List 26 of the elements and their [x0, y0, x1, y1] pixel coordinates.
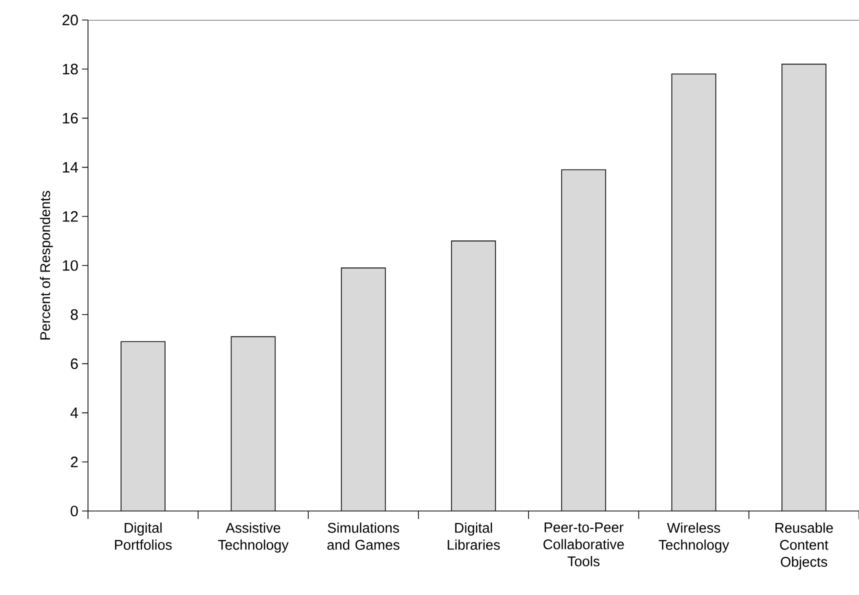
bar: [121, 342, 166, 511]
x-tick-label: Peer-to-Peer Collaborative Tools: [543, 522, 624, 566]
x-tick-label: Assistive Technology: [218, 522, 289, 553]
y-tick-label: 16: [62, 112, 78, 124]
x-tick-label: Digital Portfolios: [115, 522, 172, 550]
bar: [452, 240, 496, 511]
y-tick-label: 14: [62, 162, 78, 172]
y-axis-title: Percent of Respondents: [40, 190, 53, 340]
y-tick-label: 0: [70, 506, 78, 516]
bar: [231, 336, 276, 511]
y-tick-label: 10: [62, 260, 78, 271]
y-tick-label: 4: [70, 408, 78, 418]
x-tick-label: Simulations and Games: [327, 522, 400, 550]
y-tick-label: 20: [62, 14, 78, 26]
bar: [341, 268, 386, 511]
y-tick-label: 12: [62, 211, 78, 222]
y-tick-label: 6: [70, 358, 78, 370]
bar: [562, 170, 606, 511]
y-tick-label: 2: [70, 456, 78, 468]
y-tick-label: 18: [62, 64, 78, 74]
y-tick-label: 8: [70, 309, 78, 320]
x-tick-label: Reusable Content Objects: [776, 522, 833, 570]
bar: [782, 64, 826, 511]
bar: [672, 74, 716, 511]
x-tick-label: Digital Libraries: [448, 522, 500, 550]
x-tick-label: Wireless Technology: [658, 522, 730, 553]
